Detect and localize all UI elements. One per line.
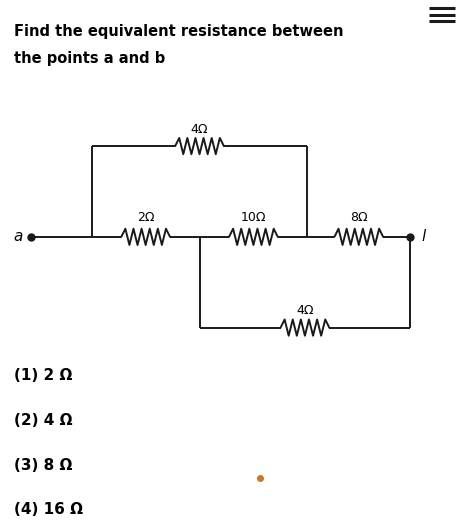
Text: the points a and b: the points a and b xyxy=(15,50,166,65)
Text: 4Ω: 4Ω xyxy=(296,304,314,317)
Text: 4Ω: 4Ω xyxy=(191,123,208,135)
Text: 8Ω: 8Ω xyxy=(350,211,368,225)
Text: (4) 16 Ω: (4) 16 Ω xyxy=(15,502,83,517)
Text: a: a xyxy=(13,229,22,244)
Text: 10Ω: 10Ω xyxy=(241,211,266,225)
Text: Find the equivalent resistance between: Find the equivalent resistance between xyxy=(15,24,344,39)
Text: (2) 4 Ω: (2) 4 Ω xyxy=(15,413,73,428)
Text: (3) 8 Ω: (3) 8 Ω xyxy=(15,458,73,473)
Text: 2Ω: 2Ω xyxy=(137,211,155,225)
Text: l: l xyxy=(421,229,426,244)
Text: (1) 2 Ω: (1) 2 Ω xyxy=(15,368,73,383)
